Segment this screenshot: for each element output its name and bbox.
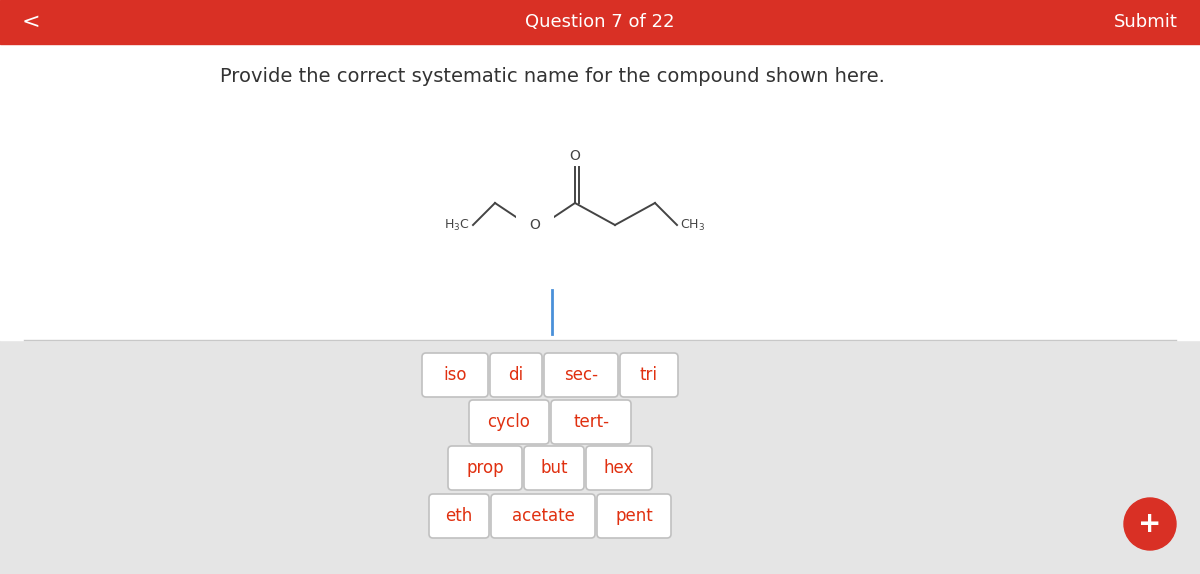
- Circle shape: [1124, 498, 1176, 550]
- FancyBboxPatch shape: [551, 400, 631, 444]
- FancyBboxPatch shape: [490, 353, 542, 397]
- Bar: [0, 0, 1200, 44]
- Text: O: O: [570, 149, 581, 163]
- Text: hex: hex: [604, 459, 634, 477]
- Text: prop: prop: [466, 459, 504, 477]
- Text: <: <: [22, 12, 41, 32]
- Text: sec-: sec-: [564, 366, 598, 384]
- Text: CH$_3$: CH$_3$: [680, 218, 706, 232]
- FancyBboxPatch shape: [598, 494, 671, 538]
- Text: acetate: acetate: [511, 507, 575, 525]
- Text: pent: pent: [616, 507, 653, 525]
- Bar: [0, 44, 1200, 340]
- Text: +: +: [1139, 510, 1162, 538]
- Text: iso: iso: [443, 366, 467, 384]
- FancyBboxPatch shape: [422, 353, 488, 397]
- Text: cyclo: cyclo: [487, 413, 530, 431]
- Text: but: but: [540, 459, 568, 477]
- Text: tri: tri: [640, 366, 658, 384]
- Text: tert-: tert-: [574, 413, 610, 431]
- Text: eth: eth: [445, 507, 473, 525]
- Text: H$_3$C: H$_3$C: [444, 218, 470, 232]
- Bar: [0, 340, 1200, 574]
- FancyBboxPatch shape: [524, 446, 584, 490]
- Text: Submit: Submit: [1114, 13, 1178, 31]
- FancyBboxPatch shape: [430, 494, 490, 538]
- FancyBboxPatch shape: [491, 494, 595, 538]
- FancyBboxPatch shape: [544, 353, 618, 397]
- FancyBboxPatch shape: [620, 353, 678, 397]
- FancyBboxPatch shape: [448, 446, 522, 490]
- Text: di: di: [509, 366, 523, 384]
- FancyBboxPatch shape: [586, 446, 652, 490]
- Text: O: O: [529, 218, 540, 232]
- Text: Provide the correct systematic name for the compound shown here.: Provide the correct systematic name for …: [220, 67, 884, 86]
- FancyBboxPatch shape: [469, 400, 550, 444]
- Text: Question 7 of 22: Question 7 of 22: [526, 13, 674, 31]
